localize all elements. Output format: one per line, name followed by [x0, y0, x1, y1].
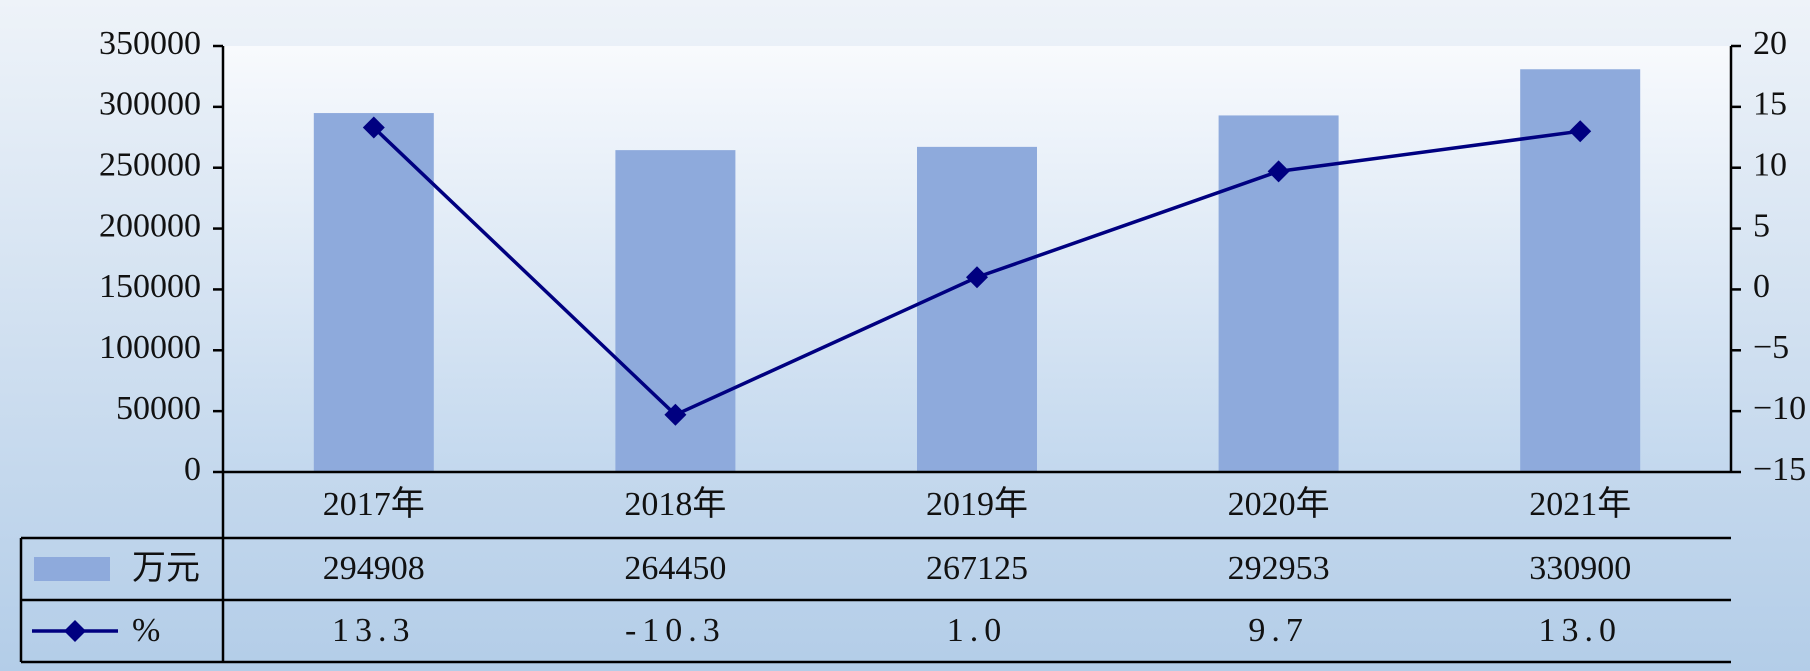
x-tick-label: 2020年	[1228, 485, 1330, 523]
table-value: 294908	[323, 550, 425, 587]
marker	[1267, 160, 1290, 183]
y2-tick-label: 10	[1753, 147, 1787, 184]
legend-label: %	[132, 612, 160, 649]
bar	[313, 113, 434, 472]
y-tick-label: 250000	[99, 147, 201, 184]
x-tick-label: 2019年	[926, 485, 1028, 523]
y2-tick-label: 20	[1753, 25, 1787, 62]
y2-tick-label: −5	[1753, 329, 1789, 366]
y-tick-label: 100000	[99, 329, 201, 366]
marker	[1569, 120, 1592, 143]
table-value: 9.7	[1248, 612, 1309, 649]
x-tick-label: 2018年	[624, 485, 726, 523]
table-value: 13.3	[332, 612, 416, 649]
bar	[917, 146, 1037, 472]
table-value: 292953	[1228, 550, 1330, 587]
y-tick-label: 150000	[99, 268, 201, 305]
y2-tick-label: −10	[1753, 390, 1806, 427]
y2-tick-label: 0	[1753, 268, 1770, 305]
table-value: 267125	[926, 550, 1028, 587]
table-value: 1.0	[947, 612, 1008, 649]
x-tick-label: 2021年	[1529, 485, 1631, 523]
y2-tick-label: 5	[1753, 207, 1770, 244]
y-tick-label: 0	[184, 451, 201, 488]
y2-tick-label: 15	[1753, 86, 1787, 123]
legend-label: 万元	[132, 550, 200, 587]
marker	[664, 403, 687, 426]
y-tick-label: 350000	[99, 25, 201, 62]
y-tick-label: 50000	[116, 390, 201, 427]
marker	[966, 266, 988, 289]
legend-marker	[64, 620, 86, 642]
table-value: 330900	[1529, 550, 1631, 587]
y-tick-label: 200000	[99, 207, 201, 244]
marker	[362, 116, 385, 139]
table-value: 264450	[624, 550, 726, 587]
table-value: 13.0	[1538, 612, 1622, 649]
y2-tick-label: −15	[1753, 451, 1806, 488]
table-value: -10.3	[625, 612, 726, 649]
x-tick-label: 2017年	[323, 485, 425, 523]
legend-swatch	[34, 557, 110, 581]
y-tick-label: 300000	[99, 86, 201, 123]
